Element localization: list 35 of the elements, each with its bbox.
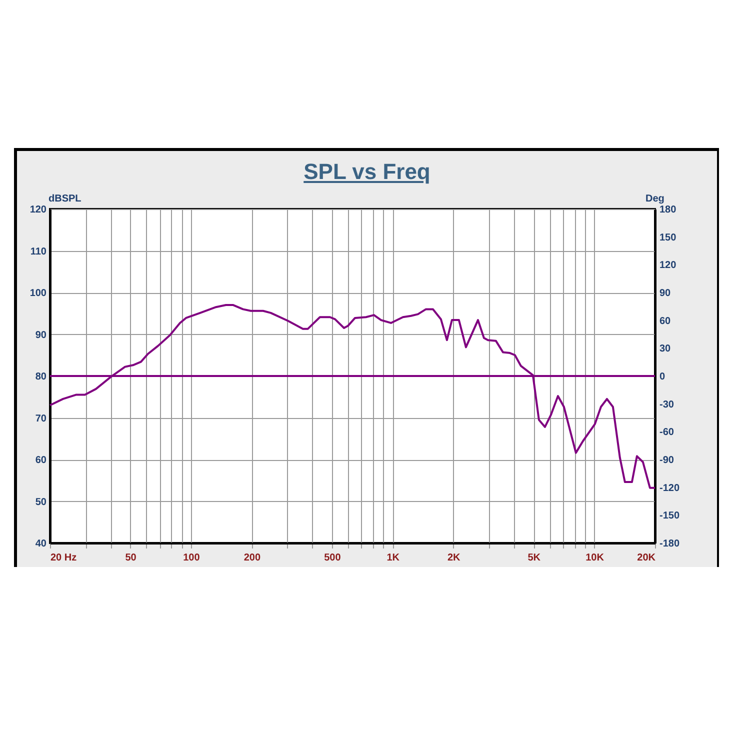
y2-tick-label: 180 (660, 204, 677, 216)
x-tick-label: 2K (447, 552, 461, 564)
y2-tick-label: 150 (660, 232, 677, 244)
y-tick-label: 50 (35, 496, 47, 508)
x-tick-label: 1K (386, 552, 400, 564)
y2-tick-label: -30 (660, 399, 674, 410)
x-tick-label: 10K (586, 552, 605, 564)
x-tick-label: 100 (183, 552, 200, 564)
x-tick-label: 20 Hz (50, 552, 77, 564)
x-tick-label: 20K (637, 552, 656, 564)
y2-tick-label: -60 (660, 427, 674, 438)
y2-tick-label: -150 (660, 510, 680, 522)
x-tick-label: 50 (125, 552, 137, 564)
y2-tick-label: -120 (660, 482, 680, 494)
y-tick-label: 40 (35, 538, 47, 550)
y-tick-label: 90 (35, 330, 47, 341)
y2-tick-label: 120 (660, 260, 677, 272)
y-tick-label: 70 (35, 413, 47, 424)
y-tick-label: 100 (30, 288, 47, 299)
y-tick-label: 110 (30, 246, 47, 258)
y-axis-title: dBSPL (48, 194, 82, 204)
y2-axis-title: Deg (646, 194, 664, 204)
x-tick-label: 5K (528, 552, 542, 564)
y-tick-label: 120 (30, 204, 47, 216)
y2-tick-label: 30 (660, 344, 672, 355)
x-tick-label: 200 (244, 552, 261, 564)
y2-tick-label: 0 (660, 372, 666, 382)
x-tick-label: 500 (324, 552, 342, 564)
chart-title: SPL vs Freq (302, 159, 432, 185)
y2-tick-label: -90 (660, 455, 674, 466)
y2-tick-label: 90 (660, 288, 672, 299)
y-tick-label: 60 (35, 455, 47, 466)
y2-tick-label: -180 (660, 538, 680, 550)
y-tick-label: 80 (35, 372, 47, 382)
y2-tick-label: 60 (660, 316, 672, 327)
